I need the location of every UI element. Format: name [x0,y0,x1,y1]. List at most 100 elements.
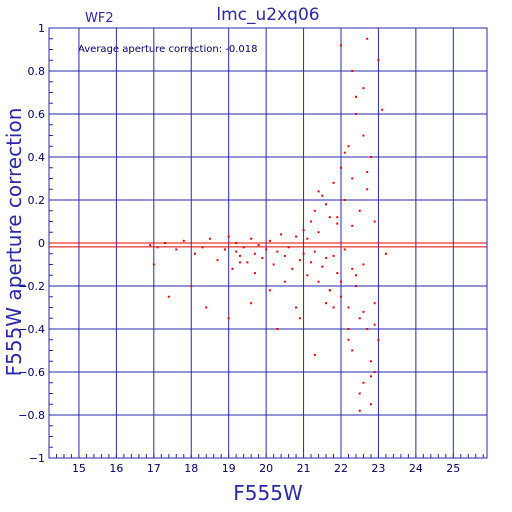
data-point [265,248,268,251]
x-tick-label: 22 [334,462,348,475]
data-point [253,272,256,275]
data-point [276,250,279,253]
data-point [340,44,342,47]
x-tick-label: 20 [259,462,273,475]
y-tick-label: 1 [38,22,45,35]
data-point [298,259,301,262]
data-point [347,328,350,330]
chart-subtitle: WF2 [85,11,114,26]
data-point [246,261,249,264]
data-point [343,199,346,201]
reference-lines [49,242,487,248]
data-point [347,338,350,341]
data-point [208,237,211,240]
data-point [149,244,152,247]
data-point [354,285,357,287]
data-point [321,194,324,197]
data-point [235,242,238,244]
data-point [223,248,226,251]
plot-frame [48,27,488,459]
chart-annotation: Average aperture correction: -0.018 [78,44,258,55]
data-point [366,37,369,40]
data-point [362,134,365,137]
data-point [182,239,185,242]
data-point [313,353,316,356]
data-point [328,289,331,292]
data-point [238,261,241,264]
data-point [362,263,365,266]
data-point [384,252,387,255]
data-point [351,224,354,227]
data-point [381,108,384,111]
data-point [358,392,361,395]
data-point [373,220,376,223]
data-point [238,254,241,257]
data-point [354,95,357,98]
x-tick-label: 23 [371,462,385,475]
y-tick-label: −0.6 [18,366,45,379]
data-point [227,235,230,238]
data-point [377,338,380,341]
y-ticks: 1 0.8 0.6 0.4 0.2 0 −0.2 −0.4 −0.6 −0.8 −1 [18,22,53,465]
data-point [332,254,335,257]
data-point [351,349,354,352]
data-point [366,328,369,330]
data-point [362,381,365,384]
y-tick-label: −0.2 [18,280,45,293]
data-point [362,310,365,313]
y-tick-label: −0.8 [18,409,45,422]
data-point [231,267,234,270]
data-point [369,360,372,363]
data-point [268,239,271,242]
data-point [272,263,275,266]
y-tick-label: 0.4 [28,151,46,164]
x-tick-label: 19 [222,462,236,475]
data-point [321,265,324,268]
data-point [261,257,264,260]
data-point [152,263,155,266]
data-point [194,252,196,255]
data-point [366,188,369,191]
data-point [295,235,298,238]
y-tick-label: 0 [38,237,45,250]
y-tick-label: −0.4 [18,323,45,336]
y-tick-label: 0.2 [28,194,46,207]
x-tick-label: 24 [409,462,423,475]
data-point [295,306,298,309]
data-point [317,280,320,283]
data-point [343,248,346,251]
data-point [340,166,342,169]
data-point [328,216,331,219]
data-point [287,246,290,249]
data-point [302,252,305,255]
data-point [250,302,253,305]
data-point [291,267,294,270]
data-point [362,87,365,90]
data-point [369,375,372,378]
x-tick-label: 17 [147,462,161,475]
x-tick-label: 15 [72,462,86,475]
data-point [351,177,354,180]
data-point [310,220,313,223]
data-point [216,259,219,262]
data-point [358,317,361,320]
data-point [235,250,238,253]
data-point [358,409,361,412]
data-point [302,229,305,232]
data-point [190,285,193,287]
data-point [354,113,357,115]
y-tick-label: −1 [29,452,45,465]
x-tick-label: 16 [109,462,123,475]
data-point [298,317,301,320]
data-point [242,246,245,249]
data-points [149,37,387,412]
data-point [317,190,320,193]
x-axis-label: F555W [233,481,303,505]
data-point [347,145,350,148]
data-point [377,59,380,62]
x-ticks: 15 16 17 18 19 20 21 22 23 24 25 [48,454,484,475]
data-point [332,181,335,184]
data-point [325,257,328,260]
x-tick-label: 21 [297,462,311,475]
data-point [276,328,279,330]
